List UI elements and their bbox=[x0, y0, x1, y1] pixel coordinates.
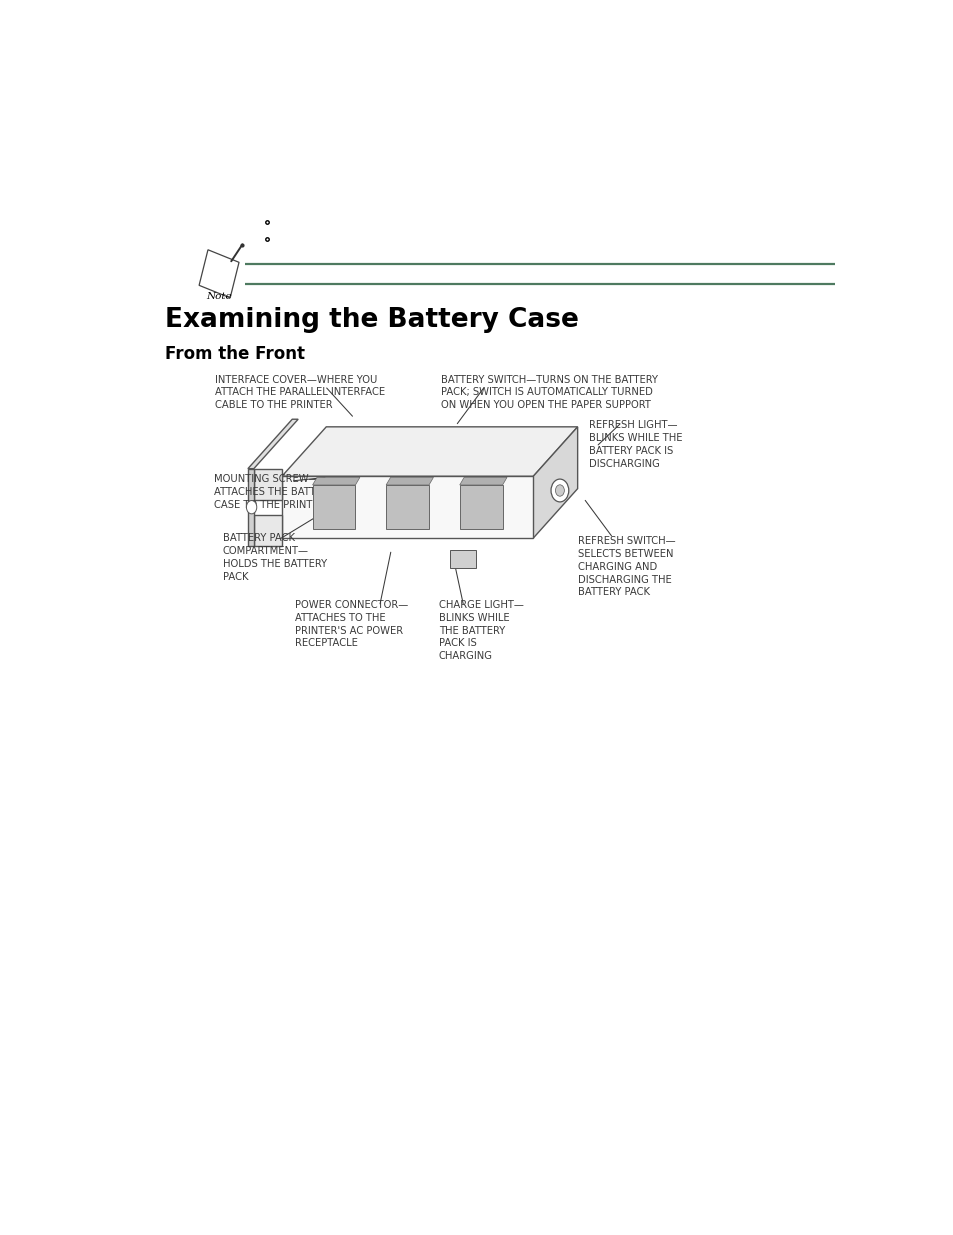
Polygon shape bbox=[253, 515, 282, 546]
Polygon shape bbox=[253, 468, 282, 500]
Polygon shape bbox=[459, 477, 506, 485]
Polygon shape bbox=[199, 249, 239, 298]
Circle shape bbox=[555, 485, 564, 496]
Text: MOUNTING SCREW—
ATTACHES THE BATTERY
CASE TO THE PRINTER: MOUNTING SCREW— ATTACHES THE BATTERY CAS… bbox=[213, 474, 334, 510]
Text: REFRESH LIGHT—
BLINKS WHILE THE
BATTERY PACK IS
DISCHARGING: REFRESH LIGHT— BLINKS WHILE THE BATTERY … bbox=[588, 420, 681, 468]
Text: REFRESH SWITCH—
SELECTS BETWEEN
CHARGING AND
DISCHARGING THE
BATTERY PACK: REFRESH SWITCH— SELECTS BETWEEN CHARGING… bbox=[577, 536, 675, 598]
Text: Examining the Battery Case: Examining the Battery Case bbox=[165, 308, 578, 333]
Bar bbox=[386, 485, 429, 530]
Polygon shape bbox=[248, 468, 253, 546]
Polygon shape bbox=[248, 419, 298, 468]
Text: Note: Note bbox=[206, 291, 232, 301]
Polygon shape bbox=[386, 477, 433, 485]
Circle shape bbox=[246, 500, 256, 514]
Polygon shape bbox=[282, 427, 578, 477]
Text: BATTERY PACK
COMPARTMENT—
HOLDS THE BATTERY
PACK: BATTERY PACK COMPARTMENT— HOLDS THE BATT… bbox=[222, 534, 327, 582]
Text: From the Front: From the Front bbox=[165, 345, 305, 363]
Circle shape bbox=[551, 479, 568, 501]
Text: POWER CONNECTOR—
ATTACHES TO THE
PRINTER'S AC POWER
RECEPTACLE: POWER CONNECTOR— ATTACHES TO THE PRINTER… bbox=[294, 600, 408, 648]
Text: CHARGE LIGHT—
BLINKS WHILE
THE BATTERY
PACK IS
CHARGING: CHARGE LIGHT— BLINKS WHILE THE BATTERY P… bbox=[438, 600, 523, 661]
Bar bbox=[450, 551, 476, 568]
Bar bbox=[313, 485, 355, 530]
Polygon shape bbox=[313, 477, 359, 485]
Text: BATTERY SWITCH—TURNS ON THE BATTERY
PACK; SWITCH IS AUTOMATICALLY TURNED
ON WHEN: BATTERY SWITCH—TURNS ON THE BATTERY PACK… bbox=[440, 374, 658, 410]
Polygon shape bbox=[282, 477, 533, 538]
Text: INTERFACE COVER—WHERE YOU
ATTACH THE PARALLEL INTERFACE
CABLE TO THE PRINTER: INTERFACE COVER—WHERE YOU ATTACH THE PAR… bbox=[215, 374, 385, 410]
Bar bbox=[459, 485, 502, 530]
Polygon shape bbox=[533, 427, 578, 538]
